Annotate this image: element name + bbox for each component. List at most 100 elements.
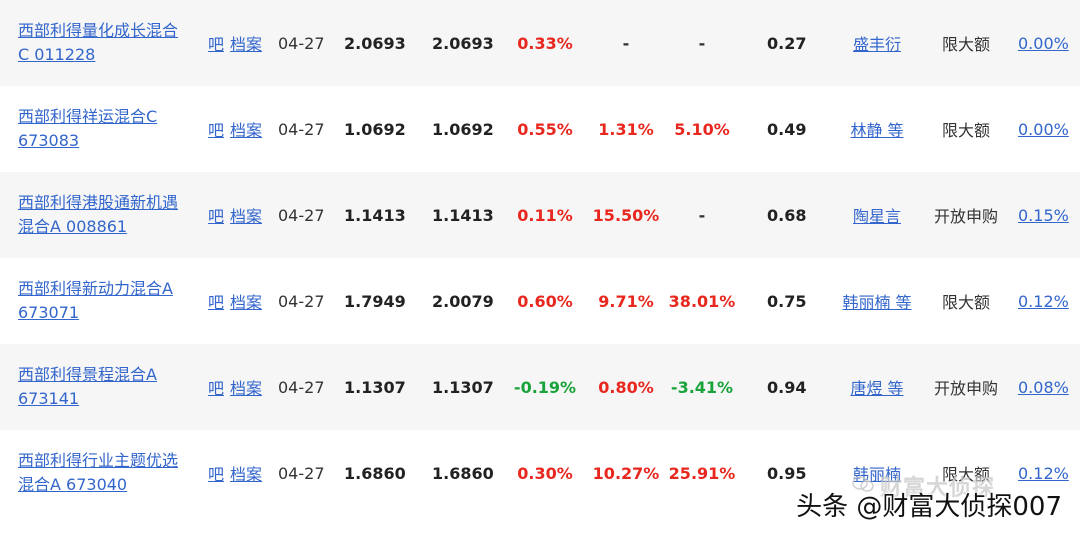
daily-change: 0.30% — [517, 463, 573, 483]
fund-name-line2: 673141 — [18, 389, 80, 408]
manager-link[interactable]: 林静 等 — [850, 121, 904, 140]
unit-nav: 1.1413 — [344, 205, 406, 225]
fee-rate-link[interactable]: 0.12% — [1018, 463, 1069, 483]
manager-cell: 陶星言 — [836, 172, 918, 258]
ba-link[interactable]: 吧 — [208, 379, 225, 398]
period-return-1: 15.50% — [592, 205, 660, 225]
table-row: 西部利得祥运混合C 673083 吧档案 04-27 1.0692 1.0692 0.55%… — [0, 86, 1080, 172]
accum-nav: 1.6860 — [432, 463, 494, 483]
dangan-link[interactable]: 档案 — [230, 207, 263, 226]
unit-nav: 1.7949 — [344, 291, 406, 311]
fund-name-cell: 西部利得新动力混合A 673071 — [18, 258, 198, 344]
fund-name-link[interactable]: 西部利得景程混合A 673141 — [18, 363, 157, 411]
wechat-icon — [852, 476, 874, 492]
metric-value: 0.27 — [767, 33, 807, 53]
fund-name-link[interactable]: 西部利得量化成长混合 C 011228 — [18, 19, 178, 67]
manager-link[interactable]: 陶星言 — [852, 207, 901, 226]
archive-cell: 档案 — [230, 0, 262, 86]
purchase-status: 开放申购 — [933, 379, 998, 398]
fee-rate-link[interactable]: 0.08% — [1018, 377, 1069, 397]
fund-name-line2: C 011228 — [18, 45, 96, 64]
dangan-link[interactable]: 档案 — [230, 465, 263, 484]
date: 04-27 — [278, 291, 325, 311]
fund-name-link[interactable]: 西部利得祥运混合C 673083 — [18, 105, 157, 153]
metric-value: 0.68 — [767, 205, 807, 225]
date: 04-27 — [278, 119, 325, 139]
date: 04-27 — [278, 377, 325, 397]
dangan-link[interactable]: 档案 — [230, 35, 263, 54]
fee-rate-cell: 0.15% — [1018, 172, 1069, 258]
ba-link[interactable]: 吧 — [208, 35, 225, 54]
fund-name-line1: 西部利得祥运混合C — [18, 107, 158, 126]
table-row: 西部利得港股通新机遇 混合A 008861 吧档案 04-27 1.1413 1.1413… — [0, 172, 1080, 258]
bar-cell: 吧 — [208, 172, 224, 258]
manager-cell: 韩丽楠 等 — [836, 258, 918, 344]
fund-name-link[interactable]: 西部利得港股通新机遇 混合A 008861 — [18, 191, 178, 239]
period-return-2: - — [698, 33, 706, 53]
fee-rate-cell: 0.00% — [1018, 0, 1069, 86]
fee-rate-link[interactable]: 0.15% — [1018, 205, 1069, 225]
bar-cell: 吧 — [208, 344, 224, 430]
ba-link[interactable]: 吧 — [208, 121, 225, 140]
fund-name-cell: 西部利得量化成长混合 C 011228 — [18, 0, 198, 86]
fee-rate-link[interactable]: 0.00% — [1018, 33, 1069, 53]
manager-link[interactable]: 唐煜 等 — [850, 379, 904, 398]
dangan-link[interactable]: 档案 — [230, 293, 263, 312]
fee-rate-cell: 0.12% — [1018, 258, 1069, 344]
watermark: 头条 @财富大侦探007 — [796, 492, 1062, 522]
table-row: 西部利得行业主题优选 混合A 673040 吧档案 04-27 1.6860 1.6860… — [0, 430, 1080, 516]
unit-nav: 2.0693 — [344, 33, 406, 53]
manager-cell: 唐煜 等 — [836, 344, 918, 430]
ba-link[interactable]: 吧 — [208, 465, 225, 484]
daily-change: -0.19% — [513, 377, 577, 397]
manager-cell: 林静 等 — [836, 86, 918, 172]
fee-rate-cell: 0.08% — [1018, 344, 1069, 430]
fee-rate-cell: 0.12% — [1018, 430, 1069, 516]
fund-name-line1: 西部利得景程混合A — [18, 365, 157, 384]
archive-cell: 档案 — [230, 86, 262, 172]
dangan-link[interactable]: 档案 — [230, 121, 263, 140]
dangan-link[interactable]: 档案 — [230, 379, 263, 398]
purchase-status: 限大额 — [941, 35, 990, 54]
ba-link[interactable]: 吧 — [208, 293, 225, 312]
fund-name-link[interactable]: 西部利得行业主题优选 混合A 673040 — [18, 449, 178, 497]
metric-value: 0.94 — [767, 377, 807, 397]
table-row: 西部利得量化成长混合 C 011228 吧档案 04-27 2.0693 2.0693 0.… — [0, 0, 1080, 86]
metric-value: 0.49 — [767, 119, 807, 139]
archive-cell: 档案 — [230, 258, 262, 344]
manager-link[interactable]: 韩丽楠 等 — [842, 293, 912, 312]
accum-nav: 1.1307 — [432, 377, 494, 397]
accum-nav: 2.0079 — [432, 291, 494, 311]
period-return-1: 10.27% — [592, 463, 660, 483]
daily-change: 0.11% — [517, 205, 573, 225]
archive-cell: 档案 — [230, 430, 262, 516]
purchase-status: 限大额 — [941, 121, 990, 140]
fund-name-cell: 西部利得祥运混合C 673083 — [18, 86, 198, 172]
date: 04-27 — [278, 463, 325, 483]
fund-name-cell: 西部利得港股通新机遇 混合A 008861 — [18, 172, 198, 258]
fund-name-line2: 混合A 008861 — [18, 217, 128, 236]
ba-link[interactable]: 吧 — [208, 207, 225, 226]
fund-name-link[interactable]: 西部利得新动力混合A 673071 — [18, 277, 173, 325]
date: 04-27 — [278, 33, 325, 53]
accum-nav: 1.1413 — [432, 205, 494, 225]
fund-name-line1: 西部利得新动力混合A — [18, 279, 173, 298]
bar-cell: 吧 — [208, 258, 224, 344]
archive-cell: 档案 — [230, 172, 262, 258]
unit-nav: 1.0692 — [344, 119, 406, 139]
daily-change: 0.60% — [517, 291, 573, 311]
period-return-2: 25.91% — [668, 463, 736, 483]
table-row: 西部利得新动力混合A 673071 吧档案 04-27 1.7949 2.0079 0.60… — [0, 258, 1080, 344]
manager-link[interactable]: 盛丰衍 — [852, 35, 901, 54]
table-row: 西部利得景程混合A 673141 吧档案 04-27 1.1307 1.1307 -0.19… — [0, 344, 1080, 430]
fund-name-line1: 西部利得行业主题优选 — [18, 451, 179, 470]
fund-name-line1: 西部利得量化成长混合 — [18, 21, 179, 40]
fund-name-line2: 673083 — [18, 131, 80, 150]
accum-nav: 2.0693 — [432, 33, 494, 53]
fee-rate-link[interactable]: 0.12% — [1018, 291, 1069, 311]
bar-cell: 吧 — [208, 86, 224, 172]
fee-rate-cell: 0.00% — [1018, 86, 1069, 172]
fee-rate-link[interactable]: 0.00% — [1018, 119, 1069, 139]
fund-name-line2: 673071 — [18, 303, 80, 322]
period-return-1: 0.80% — [598, 377, 654, 397]
